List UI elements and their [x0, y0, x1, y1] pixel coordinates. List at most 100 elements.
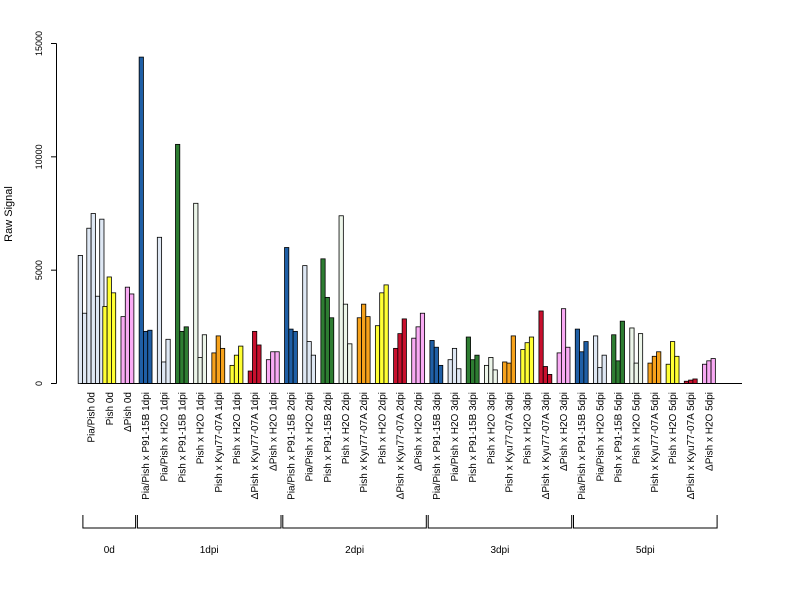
bar [288, 328, 294, 384]
bar [484, 364, 490, 384]
bar [324, 296, 330, 384]
bar [470, 359, 476, 384]
bar [197, 357, 203, 384]
x-tick-label: Pia/Pish x P91-15B 1dpi [141, 392, 152, 500]
bar [601, 354, 607, 384]
bar [292, 330, 298, 384]
bar [706, 360, 712, 384]
bar [86, 227, 92, 384]
bar [702, 363, 708, 384]
bar [361, 303, 367, 384]
bar [342, 303, 349, 384]
bar [542, 366, 548, 384]
bar [247, 370, 253, 384]
bar [524, 342, 530, 384]
bar [320, 258, 326, 384]
bar [215, 335, 221, 384]
bar [211, 352, 217, 384]
bar [129, 293, 135, 384]
bar [265, 359, 272, 384]
bar [528, 336, 535, 384]
bar [165, 338, 171, 384]
bar [94, 295, 101, 384]
bar [619, 320, 625, 384]
bar [274, 351, 280, 384]
y-tick-label: 5000 [34, 260, 44, 280]
bar [77, 255, 83, 384]
bar [451, 347, 458, 384]
group-brackets: 0d 1dpi 2dpi 3dpi 5dpi [82, 515, 718, 556]
x-tick-label: ΔPish x H2O 5dpi [704, 392, 715, 471]
x-tick-label: Pish x P91-15B 5dpi [614, 392, 625, 483]
x-tick-label: Pish x Kyu77-07A 1dpi [214, 392, 225, 493]
bar [156, 236, 163, 384]
bar [579, 351, 585, 384]
group-label: 3dpi [490, 545, 509, 556]
x-tick-label: ΔPish x Kyu77-07A 1dpi [250, 392, 261, 499]
x-tick-label: Pish x H2O 1dpi [232, 392, 243, 464]
x-tick-label: Pish x H2O 2dpi [377, 392, 388, 464]
x-tick-label: Pish x H2O 5dpi [632, 392, 643, 464]
bar [183, 326, 189, 384]
bar [488, 357, 494, 384]
bar [179, 330, 185, 384]
bar [688, 379, 694, 384]
group-label: 2dpi [345, 545, 364, 556]
group-bracket [427, 515, 573, 529]
bar [429, 340, 435, 384]
bar [329, 317, 335, 384]
x-tick-label: ΔPish x Kyu77-07A 3dpi [541, 392, 552, 499]
bar [147, 329, 153, 384]
y-tick-label: 15000 [34, 31, 44, 56]
x-tick-label: Pish 0d [105, 392, 116, 425]
x-tick-label: Pish x Kyu77-07A 2dpi [359, 392, 370, 493]
x-tick-label: Pish x H2O 3dpi [523, 392, 534, 464]
bar [201, 334, 207, 384]
bar [465, 336, 471, 384]
bar [229, 364, 235, 384]
group-label: 1dpi [200, 545, 219, 556]
bar [520, 349, 526, 384]
bar [615, 360, 621, 384]
x-tick-label: ΔPish x H2O 3dpi [559, 392, 570, 471]
bar [419, 312, 426, 384]
bar [193, 202, 199, 384]
bars [77, 56, 716, 384]
bar [629, 327, 635, 384]
x-tick-label: Pia/Pish x H2O 3dpi [450, 392, 461, 482]
bar [175, 143, 181, 384]
bar [597, 367, 603, 384]
group-label: 5dpi [636, 545, 655, 556]
bar [90, 213, 96, 384]
bar [415, 326, 421, 384]
bar [284, 247, 290, 384]
bar [593, 335, 599, 384]
bar [220, 347, 226, 384]
x-tick-label: Pish x P91-15B 3dpi [468, 392, 479, 483]
x-tick-label: Pia/Pish x P91-15B 2dpi [286, 392, 297, 500]
bar [347, 343, 353, 384]
bar [674, 355, 680, 384]
bar [538, 310, 544, 384]
x-tick-label: Pia/Pish x H2O 5dpi [595, 392, 606, 482]
group-bracket [136, 515, 282, 529]
x-tick-label: Pia/Pish 0d [87, 392, 98, 443]
bar [611, 334, 617, 384]
bar [492, 369, 498, 384]
bar [710, 358, 716, 384]
x-tick-label: ΔPish x H2O 2dpi [414, 392, 425, 471]
bar [583, 341, 589, 384]
bar [506, 362, 512, 384]
bar [637, 333, 644, 384]
group-label: 0d [104, 545, 115, 556]
y-axis-label: Raw Signal [3, 186, 15, 242]
bar [411, 337, 417, 384]
bar [233, 354, 240, 384]
bar [401, 318, 407, 384]
bar [111, 292, 117, 384]
x-tick-label: ΔPish x Kyu77-07A 2dpi [396, 392, 407, 499]
x-tick-label: Pish x Kyu77-07A 3dpi [505, 392, 516, 493]
x-tick-label: ΔPish 0d [123, 392, 134, 432]
x-tick-label: Pish x P91-15B 1dpi [177, 392, 188, 483]
